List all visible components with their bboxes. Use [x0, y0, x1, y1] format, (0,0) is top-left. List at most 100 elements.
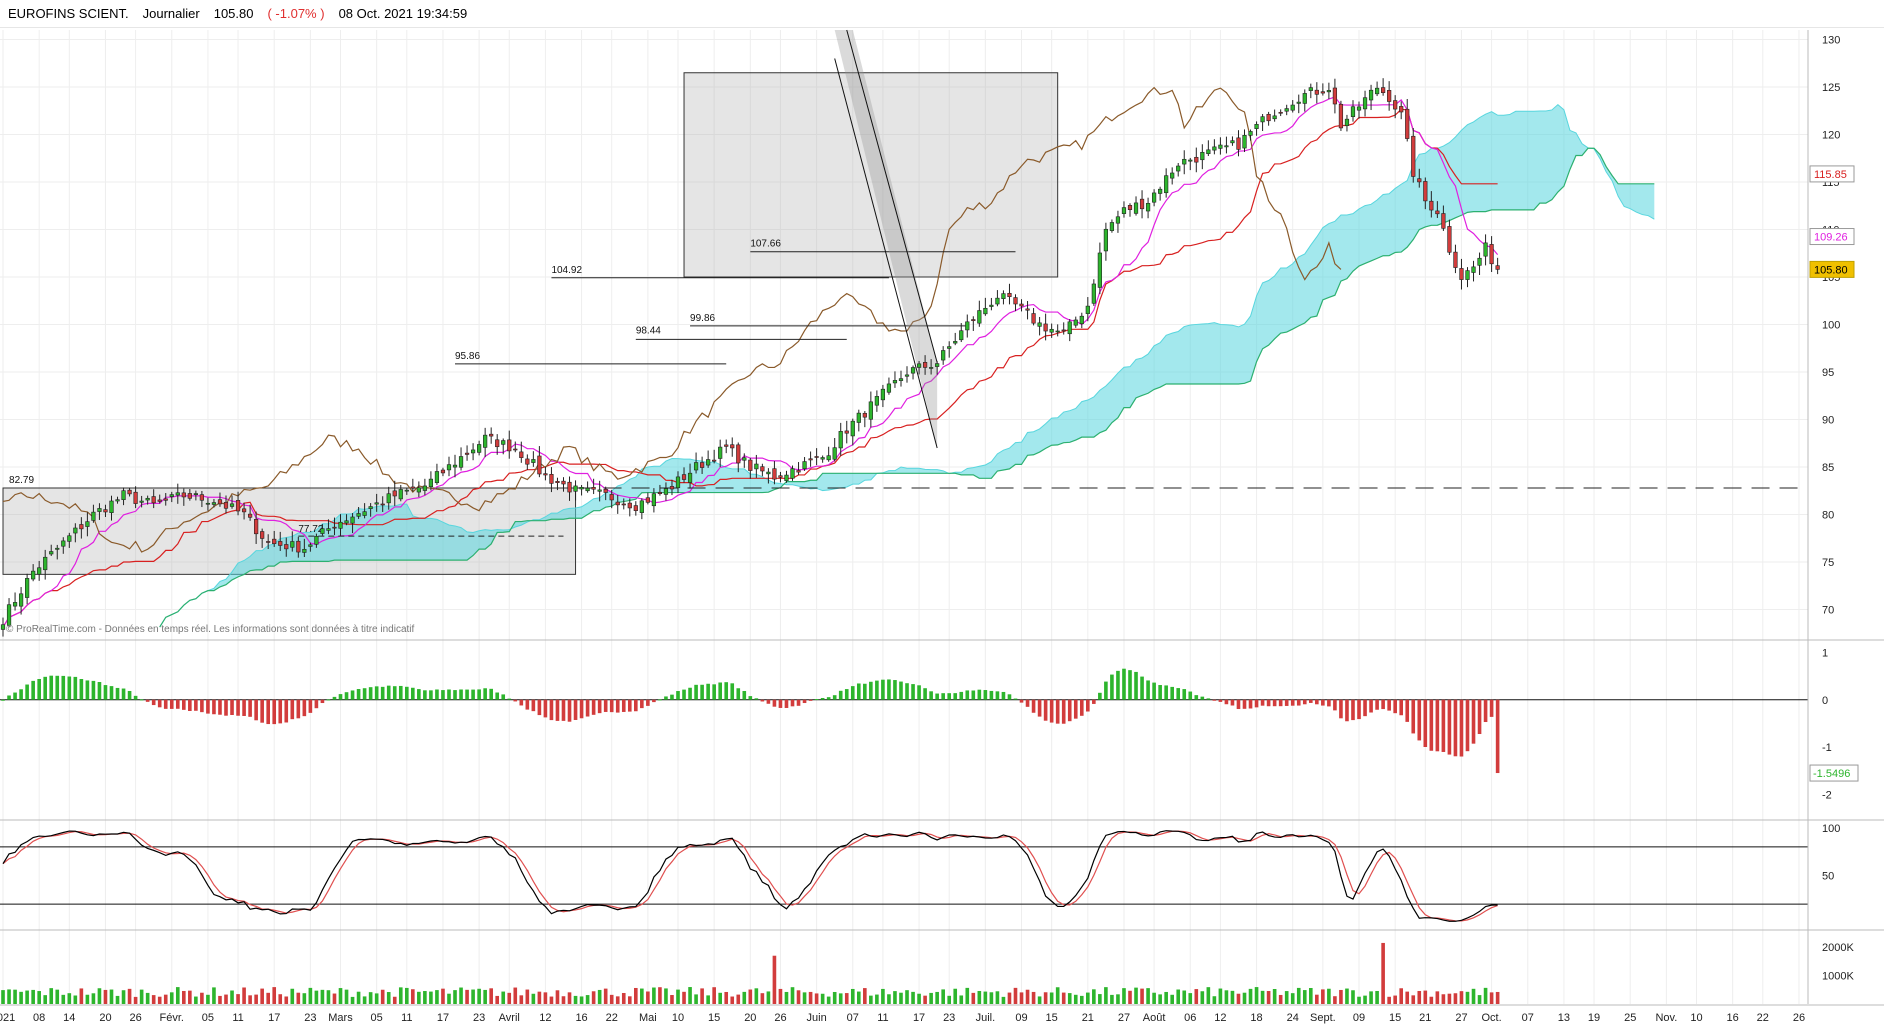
volume-bar	[1435, 991, 1440, 1004]
timeframe-label[interactable]: Journalier	[142, 6, 200, 21]
candle-body	[356, 513, 361, 517]
candle-body	[362, 511, 367, 516]
candle-body	[211, 502, 217, 505]
volume-bar	[688, 987, 692, 1004]
macd-bar	[507, 698, 512, 700]
candle-body	[404, 489, 409, 492]
candle-body	[1212, 146, 1217, 151]
macd-bar	[1164, 685, 1168, 700]
macd-bar	[1254, 699, 1259, 708]
macd-bar	[1296, 699, 1301, 706]
volume-bar	[1206, 987, 1211, 1004]
level-label: 77.72	[298, 524, 323, 535]
quote-datetime: 08 Oct. 2021 19:34:59	[338, 6, 468, 21]
candle-body	[549, 474, 554, 484]
macd-bar	[1230, 699, 1235, 706]
macd-bar	[423, 690, 427, 700]
x-tick-label: 10	[1690, 1012, 1702, 1024]
candle-body	[1025, 308, 1030, 311]
volume-bar	[989, 992, 994, 1004]
macd-bar	[802, 699, 807, 704]
volume-bar	[567, 992, 572, 1004]
macd-bar	[1465, 699, 1470, 752]
volume-bar	[1321, 989, 1325, 1004]
volume-bar	[700, 988, 704, 1004]
volume-bar	[531, 993, 536, 1004]
candle-body	[302, 548, 307, 553]
volume-bar	[1128, 990, 1132, 1004]
volume-bar	[314, 990, 319, 1004]
volume-bar	[754, 988, 759, 1004]
macd-bar	[1182, 689, 1187, 700]
x-tick-label: 2021	[0, 1012, 15, 1024]
macd-bar	[1369, 699, 1373, 713]
x-tick-label: 26	[1793, 1012, 1805, 1024]
macd-bar	[489, 688, 493, 700]
candle-body	[519, 451, 524, 458]
candle-body	[368, 506, 373, 509]
macd-bar	[67, 676, 72, 700]
macd-bar	[1357, 699, 1361, 720]
volume-bar	[37, 991, 41, 1004]
candle-body	[205, 502, 211, 505]
macd-bar	[163, 699, 168, 709]
candle-body	[1374, 87, 1380, 95]
y-tick-label: 85	[1822, 462, 1834, 474]
candle-body	[1236, 137, 1241, 150]
price-label: 115.85	[1814, 169, 1847, 181]
candle-body	[1218, 144, 1223, 149]
volume-bar	[863, 988, 867, 1004]
macd-bar	[1405, 699, 1410, 722]
instrument-name[interactable]: EUROFINS SCIENT.	[8, 6, 129, 21]
macd-bar	[718, 682, 722, 700]
macd-bar	[887, 679, 891, 700]
candle-body	[1272, 115, 1277, 120]
volume-bar	[929, 992, 933, 1004]
macd-bar	[477, 689, 481, 700]
volume-bar	[308, 987, 313, 1004]
volume-bar	[1073, 994, 1078, 1004]
x-tick-label: 20	[744, 1012, 756, 1024]
volume-bar	[1007, 992, 1012, 1004]
volume-bar	[374, 993, 379, 1004]
candle-body	[681, 474, 687, 480]
candle-body	[0, 624, 6, 630]
volume-bar	[1086, 992, 1090, 1004]
macd-bar	[627, 699, 632, 712]
volume-bar	[947, 995, 952, 1004]
macd-bar	[1375, 699, 1379, 710]
macd-bar	[1399, 699, 1404, 716]
candle-body	[1314, 89, 1319, 95]
volume-bar	[905, 990, 909, 1004]
x-tick-label: 17	[913, 1012, 925, 1024]
volume-bar	[652, 987, 656, 1004]
volume-bar	[658, 987, 662, 1004]
volume-bar	[1327, 988, 1331, 1004]
macd-bar	[459, 689, 463, 700]
volume-bar	[1405, 991, 1410, 1004]
candle-body	[495, 439, 500, 448]
volume-bar	[1212, 996, 1217, 1004]
x-tick-label: Avril	[499, 1012, 520, 1024]
macd-bar	[314, 699, 319, 709]
volume-bar	[1031, 991, 1036, 1004]
volume-bar	[1146, 988, 1150, 1004]
x-tick-label: 23	[943, 1012, 955, 1024]
macd-bar	[724, 682, 729, 700]
candle-body	[965, 321, 970, 331]
candle-body	[615, 501, 620, 506]
candle-body	[296, 540, 301, 553]
stochastic-panel	[0, 830, 1808, 922]
volume-bar	[736, 994, 741, 1004]
candle-body	[1115, 216, 1121, 224]
volume-bar	[477, 988, 481, 1004]
volume-bar	[1043, 992, 1048, 1004]
macd-bar	[591, 699, 596, 715]
volume-bar	[923, 995, 927, 1004]
macd-bar	[1236, 699, 1241, 710]
macd-bar	[947, 693, 952, 700]
candle-body	[1308, 87, 1313, 91]
x-tick-label: 23	[473, 1012, 485, 1024]
candle-body	[247, 513, 253, 518]
